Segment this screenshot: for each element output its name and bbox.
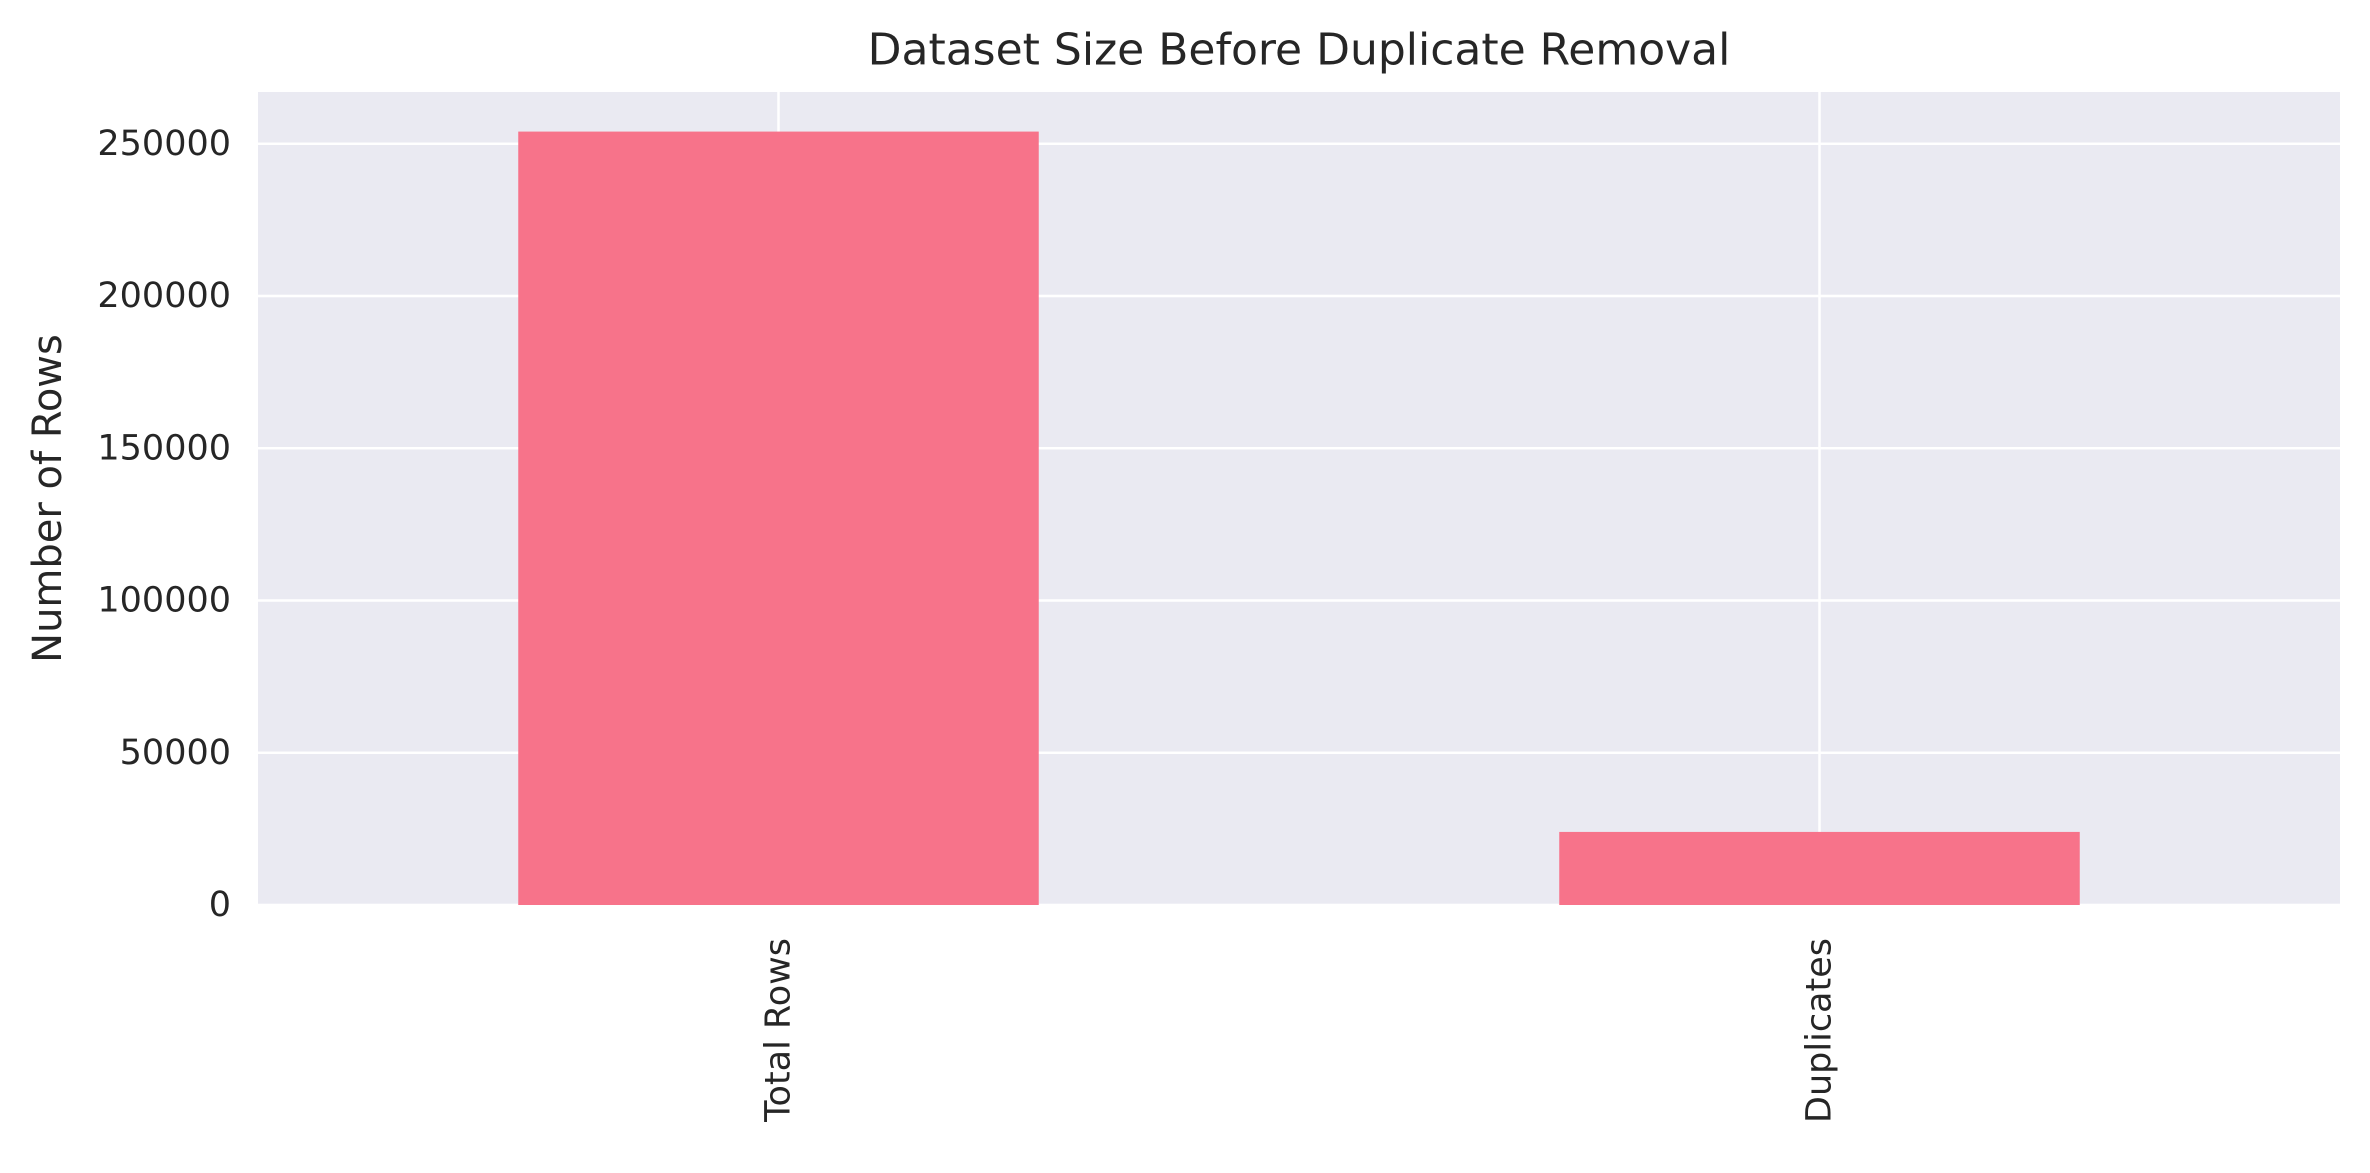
x-tick-label: Total Rows — [759, 938, 799, 1123]
y-axis-ticks: 0 50000 100000 150000 200000 250000 — [97, 124, 231, 925]
y-tick-label: 200000 — [97, 276, 231, 316]
y-tick-label: 100000 — [97, 581, 231, 621]
x-tick-label: Duplicates — [1800, 938, 1840, 1123]
bar-duplicates — [1559, 831, 2080, 905]
y-tick-label: 50000 — [120, 733, 231, 773]
y-tick-label: 250000 — [97, 124, 231, 164]
x-axis-ticks: Total Rows Duplicates — [759, 938, 1840, 1123]
chart-title: Dataset Size Before Duplicate Removal — [868, 25, 1731, 76]
y-axis-label: Number of Rows — [25, 334, 71, 663]
y-tick-label: 150000 — [97, 428, 231, 468]
bar-total-rows — [518, 131, 1039, 905]
y-tick-label: 0 — [209, 885, 231, 925]
bars — [518, 131, 2080, 905]
